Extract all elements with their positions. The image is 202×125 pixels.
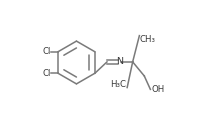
Text: CH₃: CH₃ (139, 35, 155, 44)
Text: Cl: Cl (42, 47, 50, 56)
Text: N: N (115, 57, 122, 66)
Text: H₃C: H₃C (110, 80, 126, 89)
Text: OH: OH (150, 85, 163, 94)
Text: Cl: Cl (42, 69, 50, 78)
